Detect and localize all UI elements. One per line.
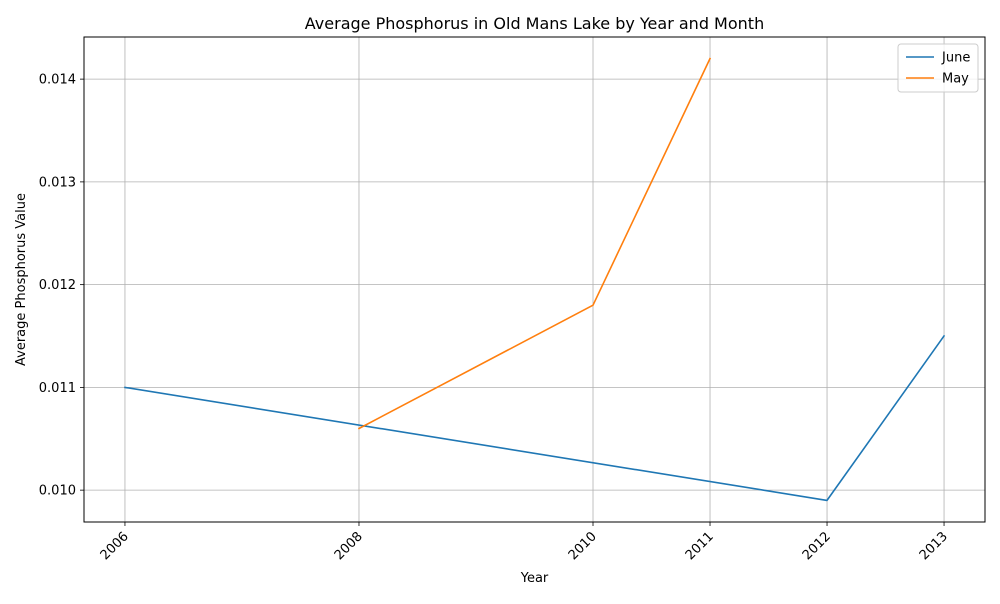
x-tick-label: 2012 bbox=[800, 529, 834, 563]
y-tick-label: 0.012 bbox=[39, 278, 76, 293]
axis-ticks: 2006 2008 2010 2011 2012 2013 0.010 0.011 0.012 0… bbox=[39, 73, 951, 564]
legend-label-may: May bbox=[942, 72, 969, 87]
plot-frame bbox=[83, 36, 986, 523]
y-tick-label: 0.013 bbox=[39, 175, 76, 190]
x-tick-label: 2006 bbox=[98, 529, 132, 563]
series-lines bbox=[124, 57, 946, 502]
y-tick-label: 0.014 bbox=[39, 73, 76, 88]
x-tick-label: 2010 bbox=[566, 529, 600, 563]
y-tick-label: 0.011 bbox=[39, 381, 76, 396]
legend-label-june: June bbox=[941, 51, 970, 66]
chart-title: Average Phosphorus in Old Mans Lake by Y… bbox=[305, 14, 764, 33]
grid bbox=[84, 37, 985, 522]
series-line-june bbox=[124, 334, 946, 502]
legend: June May bbox=[897, 43, 979, 93]
y-tick-label: 0.010 bbox=[39, 484, 76, 499]
y-axis-label: Average Phosphorus Value bbox=[14, 193, 29, 366]
x-axis-label: Year bbox=[520, 571, 549, 586]
x-tick-label: 2011 bbox=[683, 529, 717, 563]
series-line-may bbox=[357, 57, 712, 430]
legend-box bbox=[897, 43, 979, 93]
x-tick-label: 2008 bbox=[332, 529, 366, 563]
x-tick-label: 2013 bbox=[917, 529, 951, 563]
